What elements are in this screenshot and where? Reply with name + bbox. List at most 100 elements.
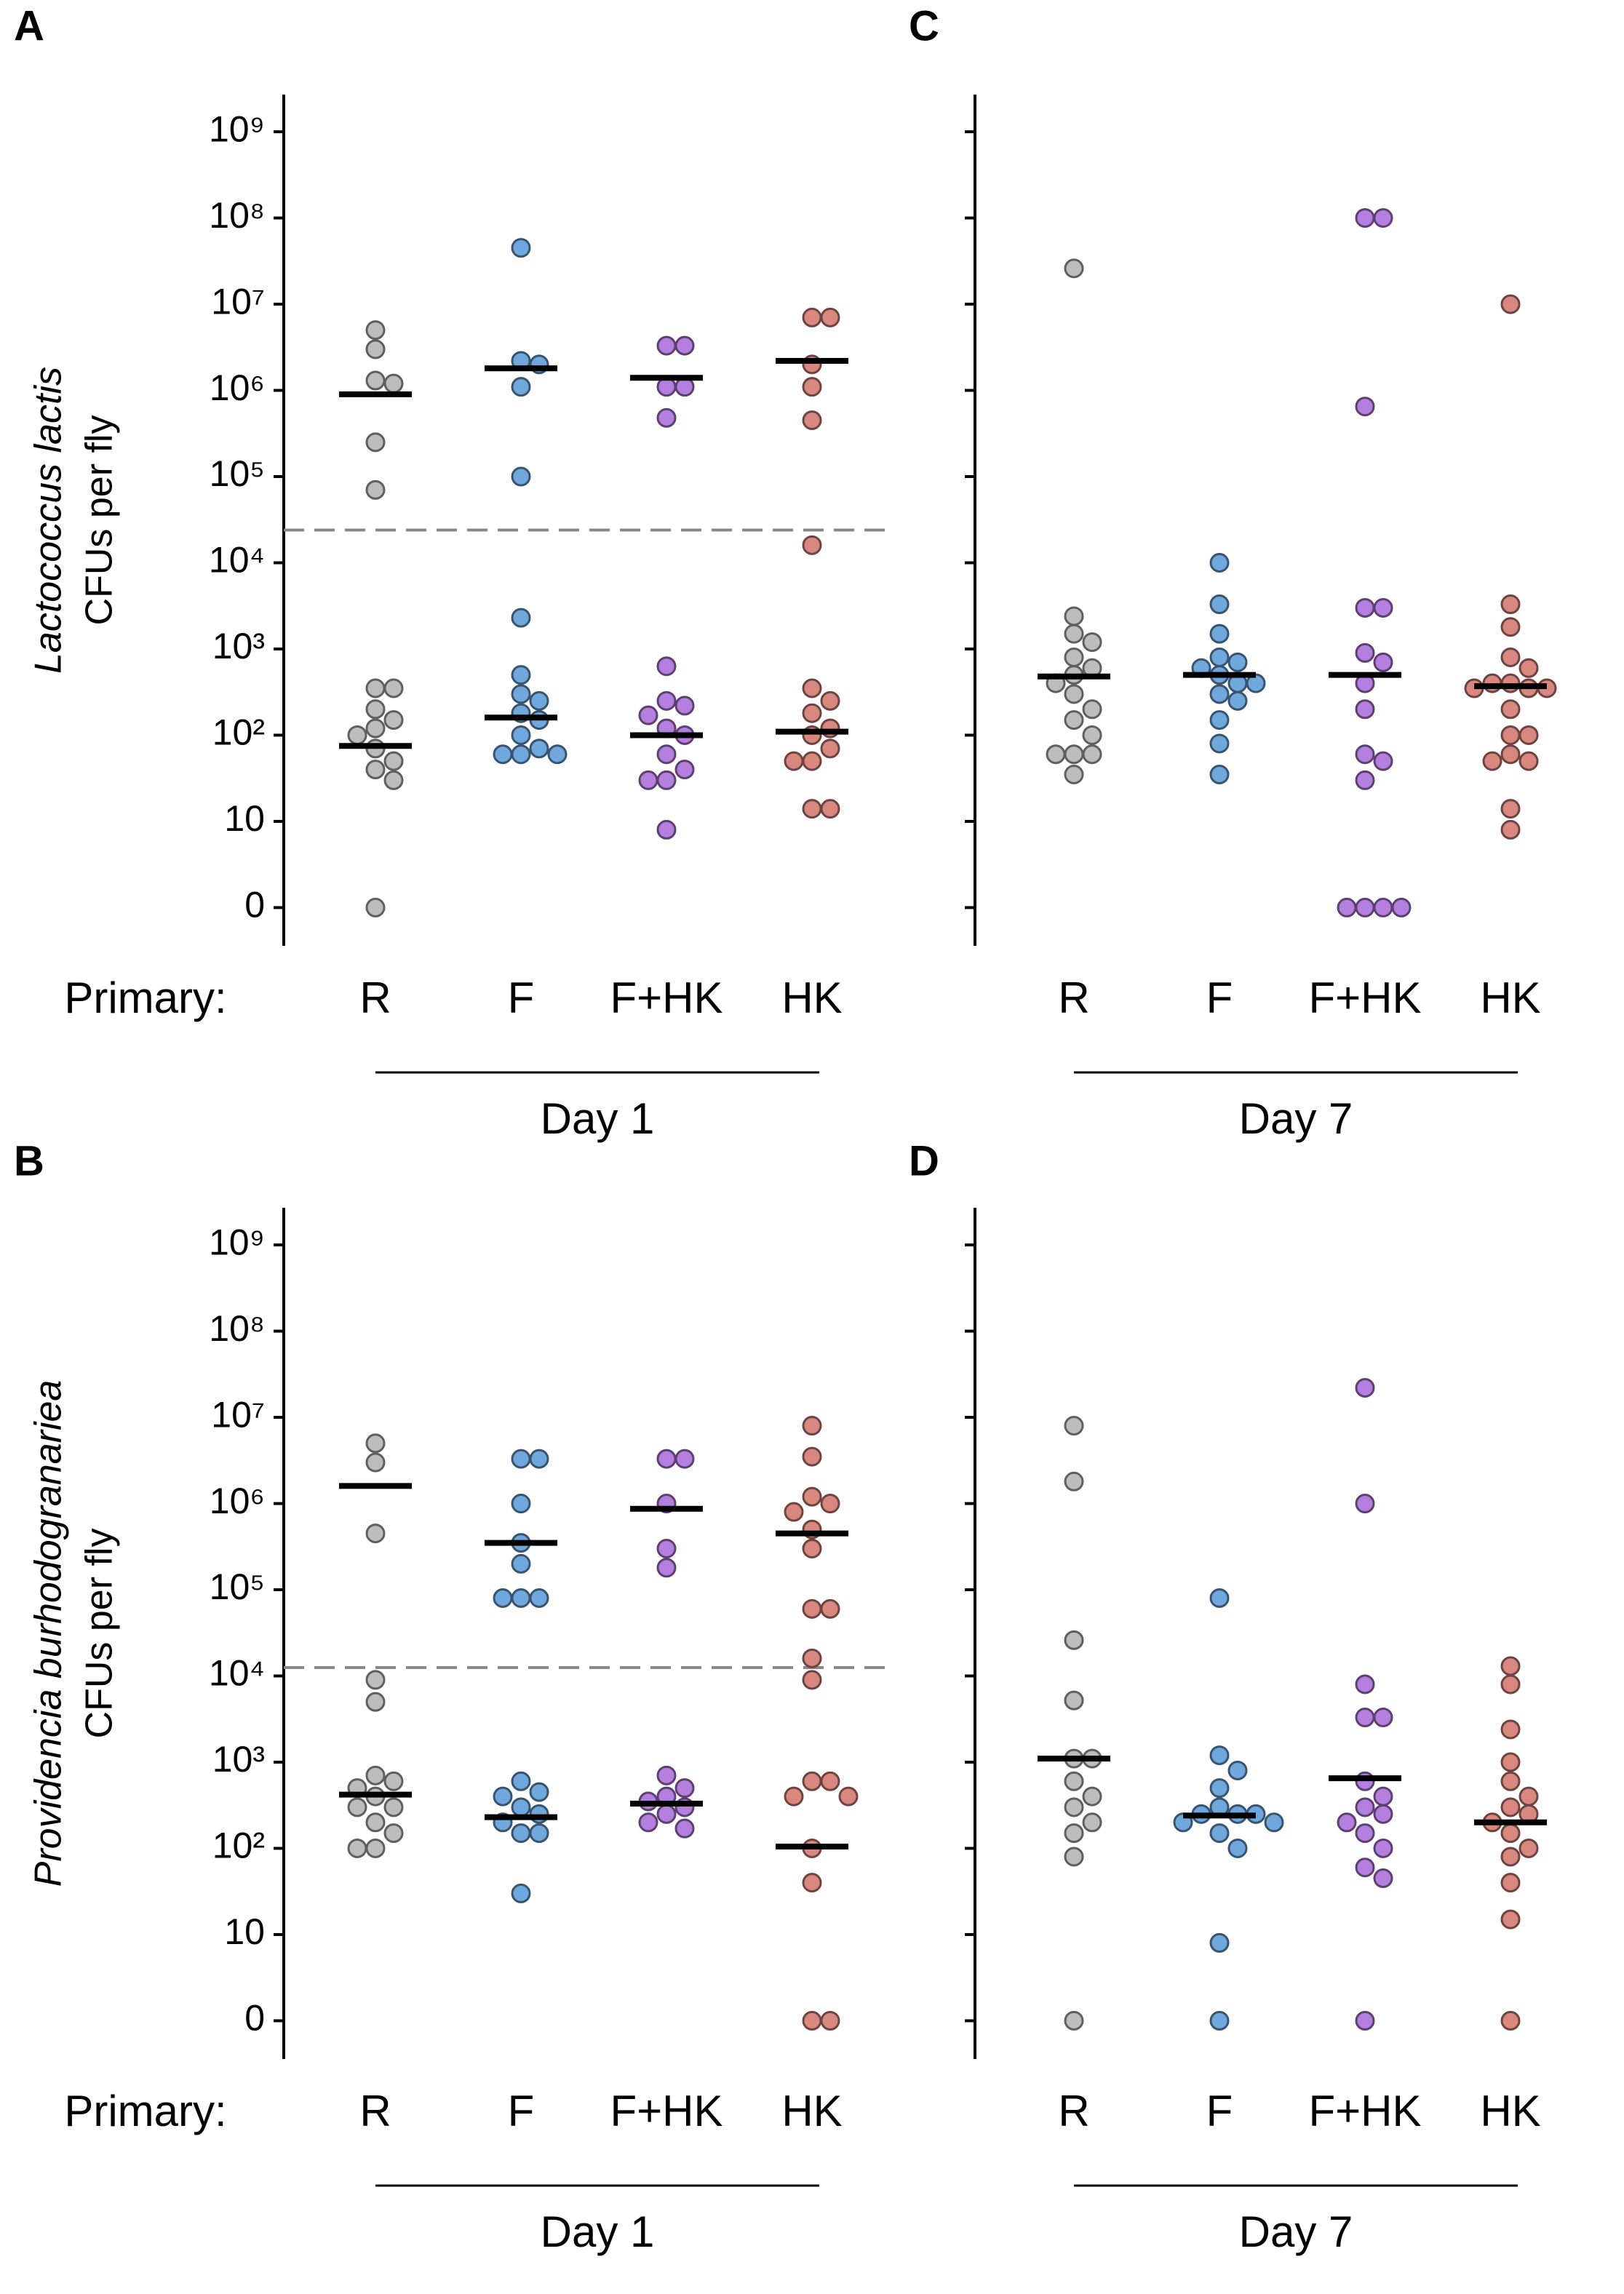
data-point (1064, 1797, 1084, 1817)
data-point (383, 710, 404, 730)
data-point (529, 1588, 549, 1609)
x-tick-label: HK (781, 2087, 842, 2135)
y-tick-label: 10⁵ (210, 453, 265, 494)
data-point (802, 1538, 822, 1558)
data-point (656, 1765, 677, 1785)
data-point (1391, 897, 1412, 917)
data-point (1209, 1932, 1230, 1953)
data-point (1355, 2010, 1375, 2031)
panel: D R F F+HK HK Day 7 (909, 1137, 1547, 2256)
y-tick-label: 10⁹ (209, 1222, 265, 1262)
data-point (1337, 897, 1357, 917)
data-point (1355, 1674, 1375, 1694)
data-point (838, 1786, 859, 1807)
data-point (1355, 1823, 1375, 1844)
panel: C R F F+HK HK Day 7 (909, 2, 1557, 1143)
data-point (493, 1786, 513, 1807)
data-point (656, 1804, 677, 1824)
data-point (1355, 397, 1375, 417)
data-point (1209, 733, 1230, 754)
data-point (1500, 1847, 1521, 1867)
data-point (802, 1873, 822, 1893)
data-point (802, 703, 822, 723)
data-point (511, 238, 531, 258)
data-point (1500, 1752, 1521, 1772)
y-tick-label: 10² (212, 712, 265, 753)
data-point (1064, 710, 1084, 730)
data-point (1209, 553, 1230, 573)
data-point (1355, 744, 1375, 765)
data-point (802, 1486, 822, 1507)
data-point (1209, 2010, 1230, 2031)
data-point (802, 1771, 822, 1791)
data-point (511, 665, 531, 685)
panel: A 10⁹ 10⁸ 10⁷ 10⁶ 10⁵ 10⁴ 10³ 10² 10 0 Lactococcus … (14, 2, 895, 1143)
data-point (674, 696, 695, 716)
data-point (1064, 684, 1084, 704)
y-tick-label: 10³ (212, 626, 265, 666)
data-point (1518, 658, 1539, 678)
data-point (656, 1558, 677, 1578)
data-point (638, 705, 658, 725)
data-point (1500, 2010, 1521, 2031)
data-point (1355, 699, 1375, 720)
data-point (1209, 684, 1230, 704)
x-tick-label: R (1058, 2087, 1089, 2135)
data-point (1355, 1857, 1375, 1878)
data-point (365, 1670, 386, 1690)
data-point (784, 751, 804, 771)
data-point (820, 690, 840, 711)
data-point (365, 479, 386, 500)
data-point (365, 760, 386, 780)
y-tick-label: 10⁴ (209, 1653, 265, 1694)
data-point (1082, 1812, 1102, 1833)
y-tick-label: 10⁴ (209, 540, 265, 581)
data-point (383, 373, 404, 394)
data-point (656, 1538, 677, 1558)
data-point (1064, 258, 1084, 279)
panel-letter: C (909, 2, 939, 49)
y-tick-label: 10⁶ (210, 367, 265, 408)
data-point (820, 307, 840, 327)
data-point (1064, 1847, 1084, 1867)
data-point (1373, 897, 1393, 917)
data-point (1500, 1797, 1521, 1817)
data-point (1209, 1823, 1230, 1844)
data-point (656, 690, 677, 711)
data-point (1500, 594, 1521, 615)
data-point (1064, 624, 1084, 644)
data-point (1355, 1797, 1375, 1817)
data-point (383, 751, 404, 771)
data-point (802, 1670, 822, 1690)
group-label: Day 7 (1239, 1094, 1353, 1143)
data-point (1064, 764, 1084, 784)
data-point (1227, 652, 1248, 672)
data-point (383, 770, 404, 790)
data-point (511, 1823, 531, 1844)
data-point (1373, 1838, 1393, 1858)
data-point (347, 1797, 367, 1817)
data-point (1500, 1873, 1521, 1893)
y-tick-label: 0 (244, 885, 265, 925)
data-point (511, 377, 531, 397)
data-point (1355, 208, 1375, 228)
data-point (820, 1771, 840, 1791)
data-point (1482, 673, 1502, 693)
data-point (347, 1838, 367, 1858)
x-tick-label: F (508, 2087, 535, 2135)
data-point (674, 1818, 695, 1839)
data-point (1373, 1708, 1393, 1728)
data-point (529, 1782, 549, 1802)
data-point (674, 1449, 695, 1469)
data-point (1355, 597, 1375, 618)
data-point (1500, 1771, 1521, 1791)
data-point (1209, 1778, 1230, 1799)
data-point (1373, 1804, 1393, 1824)
data-point (1209, 710, 1230, 730)
data-point (365, 1433, 386, 1454)
data-point (1064, 744, 1084, 765)
y-tick-label: 10³ (212, 1739, 265, 1780)
data-point (802, 799, 822, 819)
data-point (1500, 294, 1521, 314)
data-point (383, 1823, 404, 1844)
